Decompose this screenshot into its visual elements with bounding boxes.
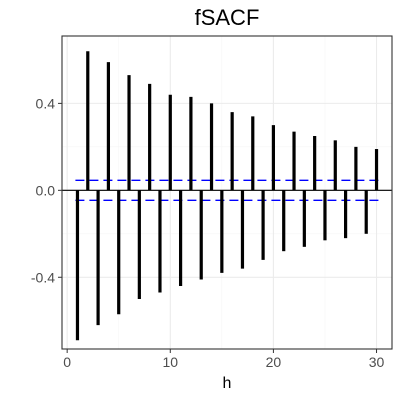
acf-bars (75, 51, 379, 341)
x-tick-label: 20 (266, 354, 282, 370)
x-axis-label: h (223, 375, 232, 392)
chart-title: fSACF (195, 5, 260, 30)
panel-border (61, 35, 393, 350)
x-axis: 0 10 20 30 (63, 349, 385, 370)
x-tick-label: 10 (162, 354, 178, 370)
y-tick-label: -0.4 (31, 269, 55, 285)
grid (62, 36, 392, 349)
confidence-bounds (75, 179, 379, 201)
y-tick-label: 0.0 (36, 182, 56, 198)
x-tick-label: 0 (63, 354, 71, 370)
x-tick-label: 30 (369, 354, 385, 370)
y-tick-label: 0.4 (36, 95, 56, 111)
y-axis: -0.4 0.0 0.4 (31, 95, 62, 285)
